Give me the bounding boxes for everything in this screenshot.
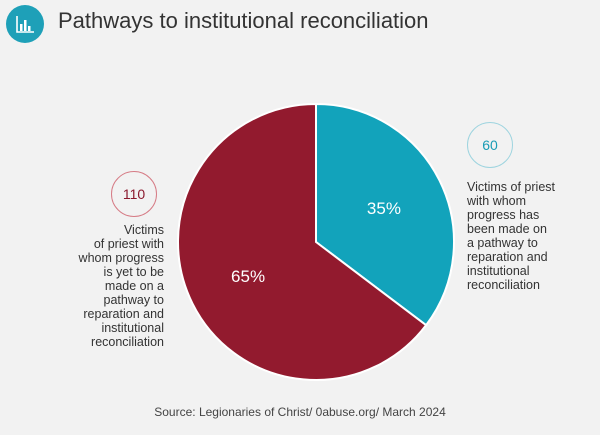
- description-not-progressed-line: Victims: [123, 223, 164, 237]
- description-progressed: Victims of priest with whom progress has be…: [467, 180, 595, 292]
- description-progressed-line: reconciliation: [467, 278, 540, 292]
- description-not-progressed-line: reparation and: [83, 307, 164, 321]
- description-progressed-line: institutional: [467, 264, 530, 278]
- description-not-progressed: Victims of priest with whom progress is yet…: [34, 223, 164, 349]
- description-not-progressed-line: whom progress: [78, 251, 164, 265]
- description-progressed-line: progress has: [467, 208, 540, 222]
- description-not-progressed-line: is yet to be: [103, 265, 164, 279]
- pie-slice-not-progressed-percent-label: 65%: [231, 267, 265, 286]
- bar-chart-icon: [6, 5, 44, 43]
- description-progressed-line: reparation and: [467, 250, 548, 264]
- description-not-progressed-line: pathway to: [103, 293, 164, 307]
- description-progressed-line: Victims of priest: [467, 180, 555, 194]
- pie-slice-progressed: [315, 102, 455, 327]
- description-progressed-line: been made on: [467, 222, 547, 236]
- description-not-progressed-line: institutional: [101, 321, 164, 335]
- pie-slice-not-progressed: [177, 102, 428, 381]
- page-title: Pathways to institutional reconciliation: [58, 8, 429, 33]
- description-not-progressed-line: of priest with: [93, 237, 164, 251]
- source-note: Source: Legionaries of Christ/ 0abuse.or…: [154, 405, 446, 419]
- description-not-progressed-line: made on a: [104, 279, 164, 293]
- description-progressed-line: a pathway to: [467, 236, 538, 250]
- count-badge-progressed: 60: [467, 122, 513, 168]
- pie-slice-progressed-percent-label: 35%: [367, 199, 401, 218]
- description-not-progressed-line: reconciliation: [91, 335, 164, 349]
- count-badge-not-progressed: 110: [111, 171, 157, 217]
- description-progressed-line: with whom: [467, 194, 527, 208]
